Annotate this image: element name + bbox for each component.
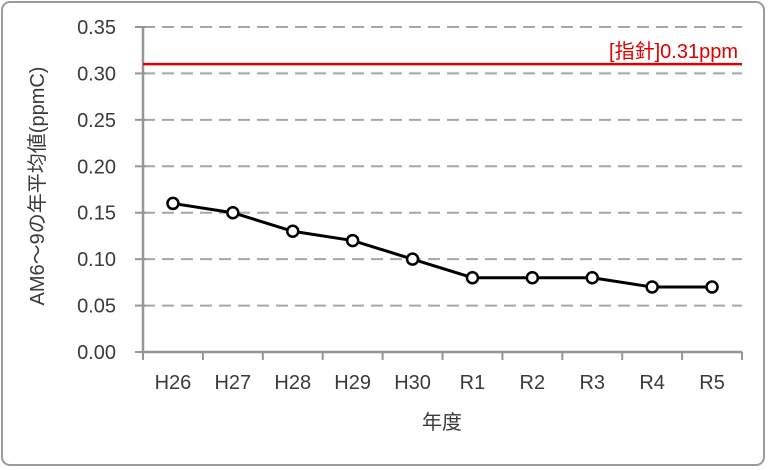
- data-point-marker: [705, 280, 719, 294]
- y-axis-title: AM6～9の年平均値(ppmC): [26, 67, 49, 306]
- data-point-marker: [465, 270, 480, 285]
- y-tick-label: 0.25: [77, 110, 116, 132]
- data-point-marker: [645, 280, 659, 294]
- x-tick-label: R4: [639, 372, 665, 394]
- ref-line-label: [指針]0.31ppm: [609, 40, 738, 63]
- data-point-marker: [525, 270, 540, 285]
- y-tick-label: 0.30: [77, 63, 116, 85]
- x-tick-label: R3: [579, 372, 605, 394]
- y-tick-label: 0.10: [77, 249, 116, 271]
- data-series-line: [171, 201, 714, 289]
- x-tick-label: H26: [155, 372, 192, 394]
- data-point-marker: [166, 196, 180, 211]
- x-tick-label: H27: [214, 372, 251, 394]
- y-tick-label: 0.00: [77, 342, 116, 364]
- x-tick-label: H30: [394, 372, 431, 394]
- y-tick-label: 0.15: [77, 203, 116, 225]
- x-tick-label: H29: [334, 372, 371, 394]
- y-tick-label: 0.20: [77, 156, 116, 178]
- data-point-marker: [345, 233, 360, 248]
- y-tick-label: 0.05: [77, 296, 116, 318]
- series-layer: [166, 196, 719, 294]
- x-tick-label: H28: [274, 372, 311, 394]
- data-point-marker: [405, 252, 420, 266]
- x-tick-label: R2: [520, 372, 546, 394]
- x-axis-title: 年度: [422, 411, 462, 434]
- data-point-marker: [226, 205, 240, 220]
- x-tick-label: R1: [460, 372, 486, 394]
- grid-layer: 0.00 0.05 0.10 0.15 0.20 0.25 0.30 0.35 H26 H27 H2…: [77, 17, 743, 394]
- data-point-marker: [585, 270, 599, 285]
- x-tick-label: R5: [699, 372, 725, 394]
- y-tick-label: 0.35: [77, 17, 116, 39]
- data-point-marker: [286, 224, 300, 239]
